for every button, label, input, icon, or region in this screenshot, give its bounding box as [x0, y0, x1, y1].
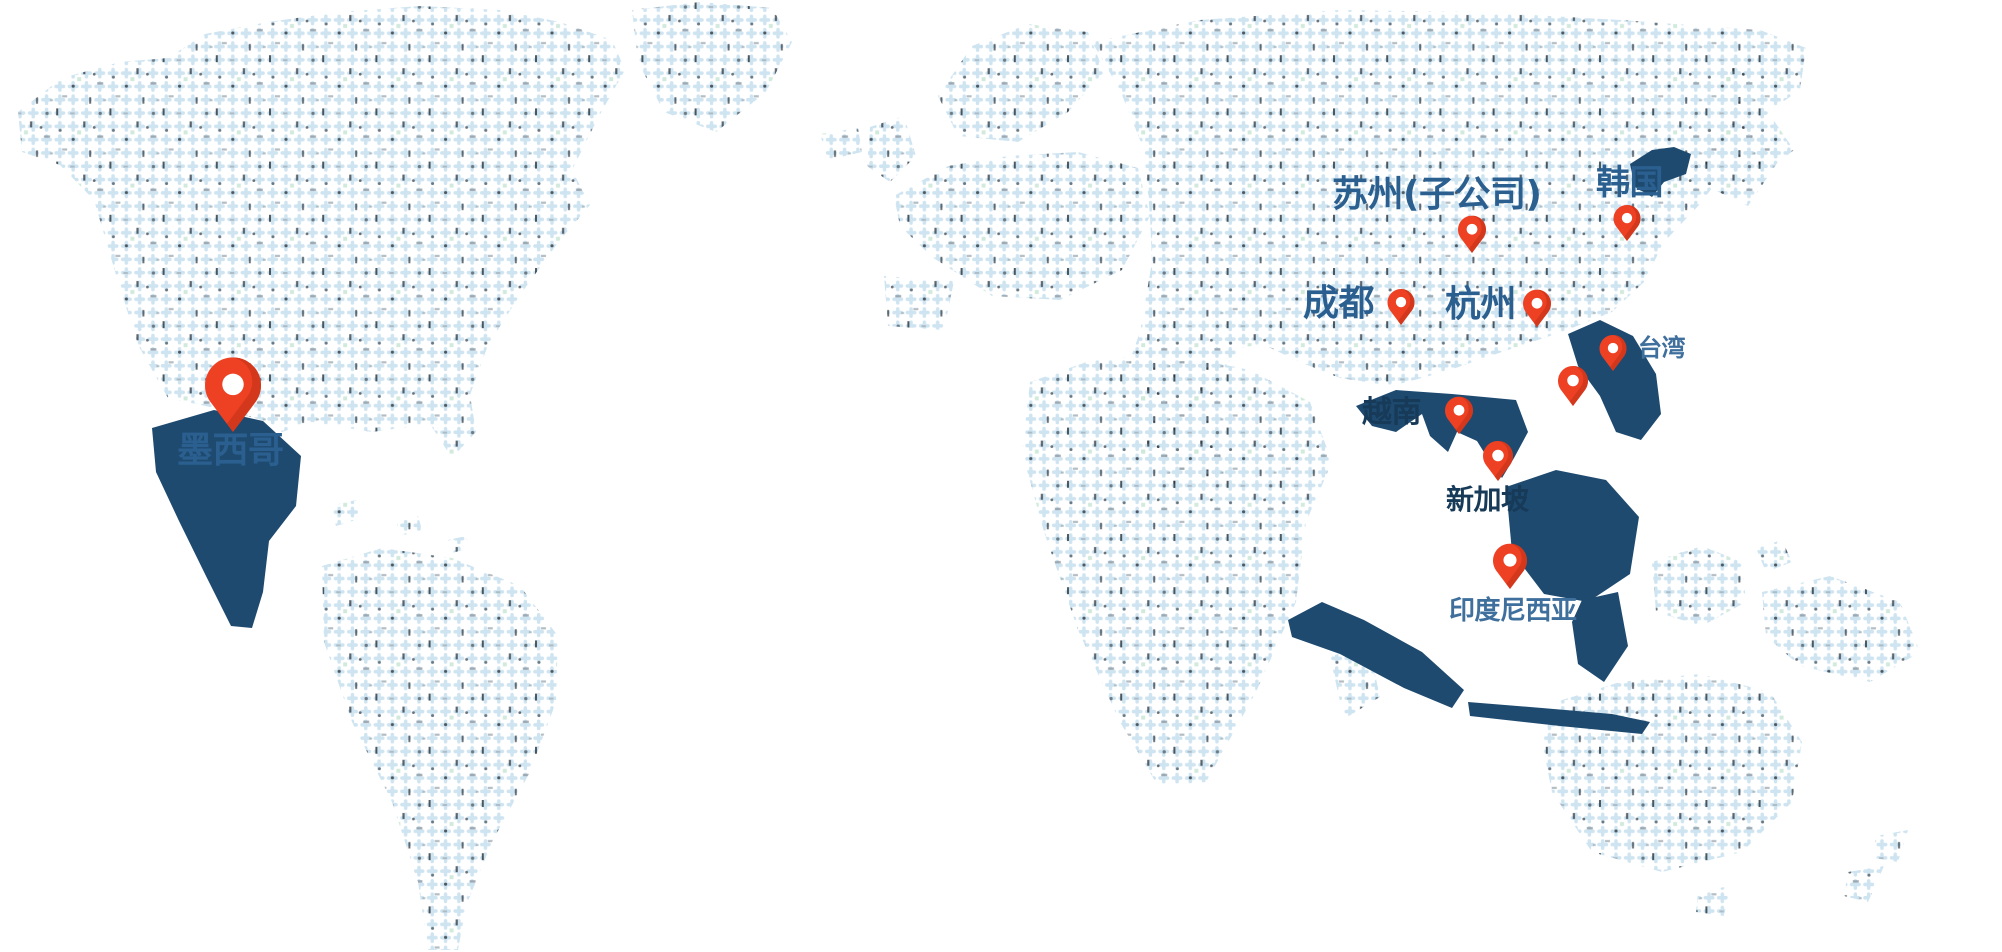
- islands-new-zealand: [1844, 830, 1908, 902]
- map-pin-indonesia[interactable]: [1493, 543, 1527, 589]
- continent-africa: [1022, 354, 1332, 786]
- continent-asia: [1092, 10, 1806, 502]
- continent-europe: [894, 152, 1150, 300]
- islands-caribbean: [330, 500, 470, 553]
- island-sulawesi-dots: [1652, 546, 1746, 626]
- island-new-guinea: [1762, 576, 1920, 682]
- island-sakhalin: [1716, 62, 1756, 116]
- solid-landmasses: [152, 147, 1691, 734]
- island-iceland: [820, 128, 862, 160]
- region-scandinavia: [938, 24, 1104, 142]
- landmass-indochina: [1356, 390, 1528, 478]
- islands-maluku: [1756, 540, 1792, 572]
- map-pin-philippines[interactable]: [1558, 366, 1588, 406]
- landmass-sulawesi: [1572, 592, 1628, 682]
- continent-greenland: [632, 2, 792, 132]
- landmass-java: [1468, 702, 1650, 734]
- continent-north-america: [18, 6, 625, 458]
- landmass-borneo: [1506, 470, 1639, 602]
- continent-australia: [1542, 674, 1802, 872]
- landmass-mexico-central-america: [152, 410, 301, 628]
- continent-south-america: [322, 548, 558, 950]
- islands-japan-arc: [1700, 120, 1782, 206]
- island-tasmania: [1696, 886, 1730, 916]
- landmass-japan: [1630, 147, 1691, 197]
- region-iberia: [884, 276, 954, 330]
- island-britain: [867, 116, 916, 182]
- dotted-continents: [18, 2, 1920, 950]
- map-pin-singapore[interactable]: [1483, 441, 1513, 481]
- landmass-sumatra: [1288, 602, 1464, 708]
- landmass-philippines: [1568, 320, 1661, 440]
